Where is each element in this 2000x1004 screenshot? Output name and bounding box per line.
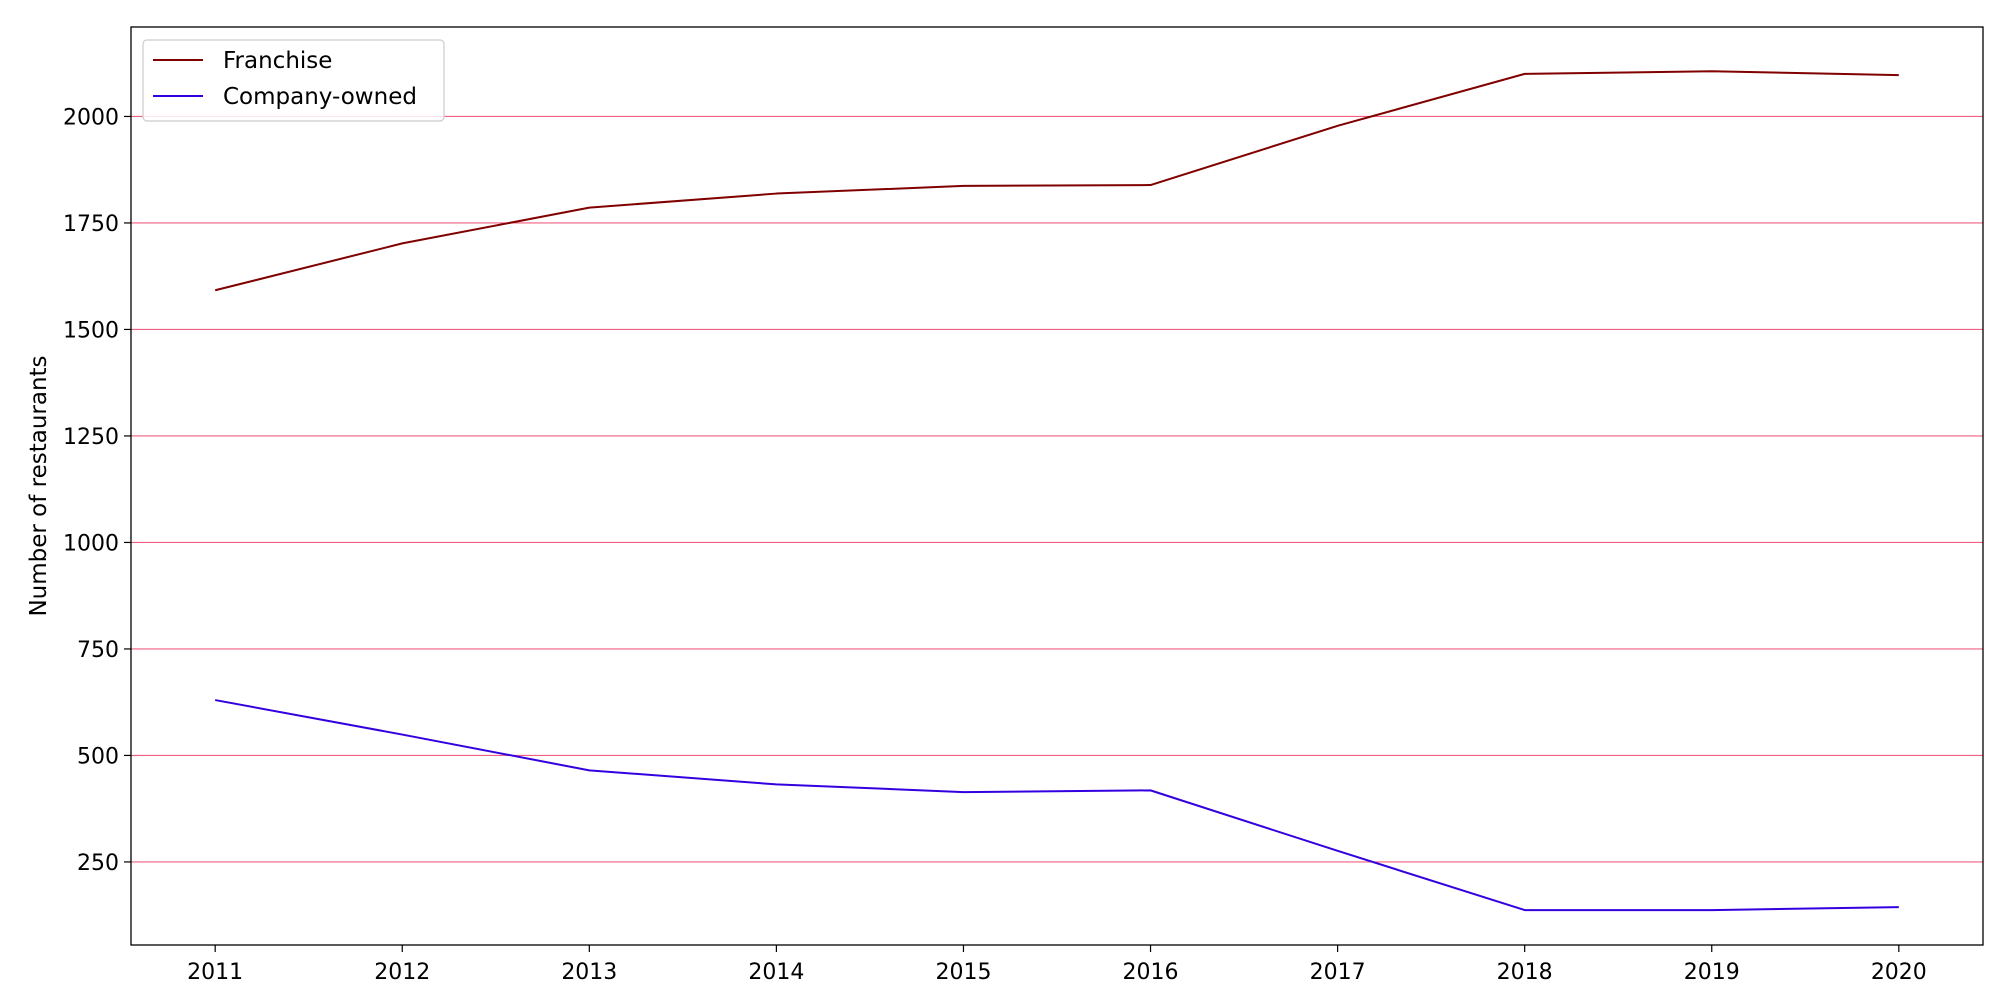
x-tick-label: 2017 — [1310, 960, 1366, 985]
series-lines — [215, 71, 1899, 910]
x-tick-label: 2015 — [935, 960, 991, 985]
y-tick-label: 1750 — [63, 212, 119, 237]
y-tick-label: 500 — [77, 744, 119, 769]
x-tick-label: 2020 — [1871, 960, 1927, 985]
legend: Franchise Company-owned — [143, 40, 444, 121]
x-tick-label: 2013 — [561, 960, 617, 985]
plot-frame — [131, 27, 1983, 945]
x-tick-label: 2018 — [1497, 960, 1553, 985]
x-tick-label: 2014 — [748, 960, 804, 985]
gridlines — [131, 116, 1983, 861]
y-axis: 250 500 750 1000 1250 1500 1750 2000 — [63, 105, 131, 875]
x-tick-label: 2012 — [374, 960, 430, 985]
y-tick-label: 250 — [77, 851, 119, 876]
x-axis: 2011 2012 2013 2014 2015 2016 2017 2018 2019 2020 — [187, 945, 1927, 985]
x-tick-label: 2016 — [1123, 960, 1179, 985]
series-line-franchise — [215, 71, 1899, 290]
x-tick-label: 2011 — [187, 960, 243, 985]
x-tick-label: 2019 — [1684, 960, 1740, 985]
y-tick-label: 1000 — [63, 531, 119, 556]
y-tick-label: 1250 — [63, 425, 119, 450]
y-axis-label: Number of restaurants — [26, 355, 52, 616]
y-tick-label: 1500 — [63, 318, 119, 343]
legend-label-company-owned: Company-owned — [223, 84, 417, 110]
legend-label-franchise: Franchise — [223, 48, 332, 74]
y-tick-label: 750 — [77, 638, 119, 663]
y-tick-label: 2000 — [63, 105, 119, 130]
series-line-company-owned — [215, 700, 1899, 910]
